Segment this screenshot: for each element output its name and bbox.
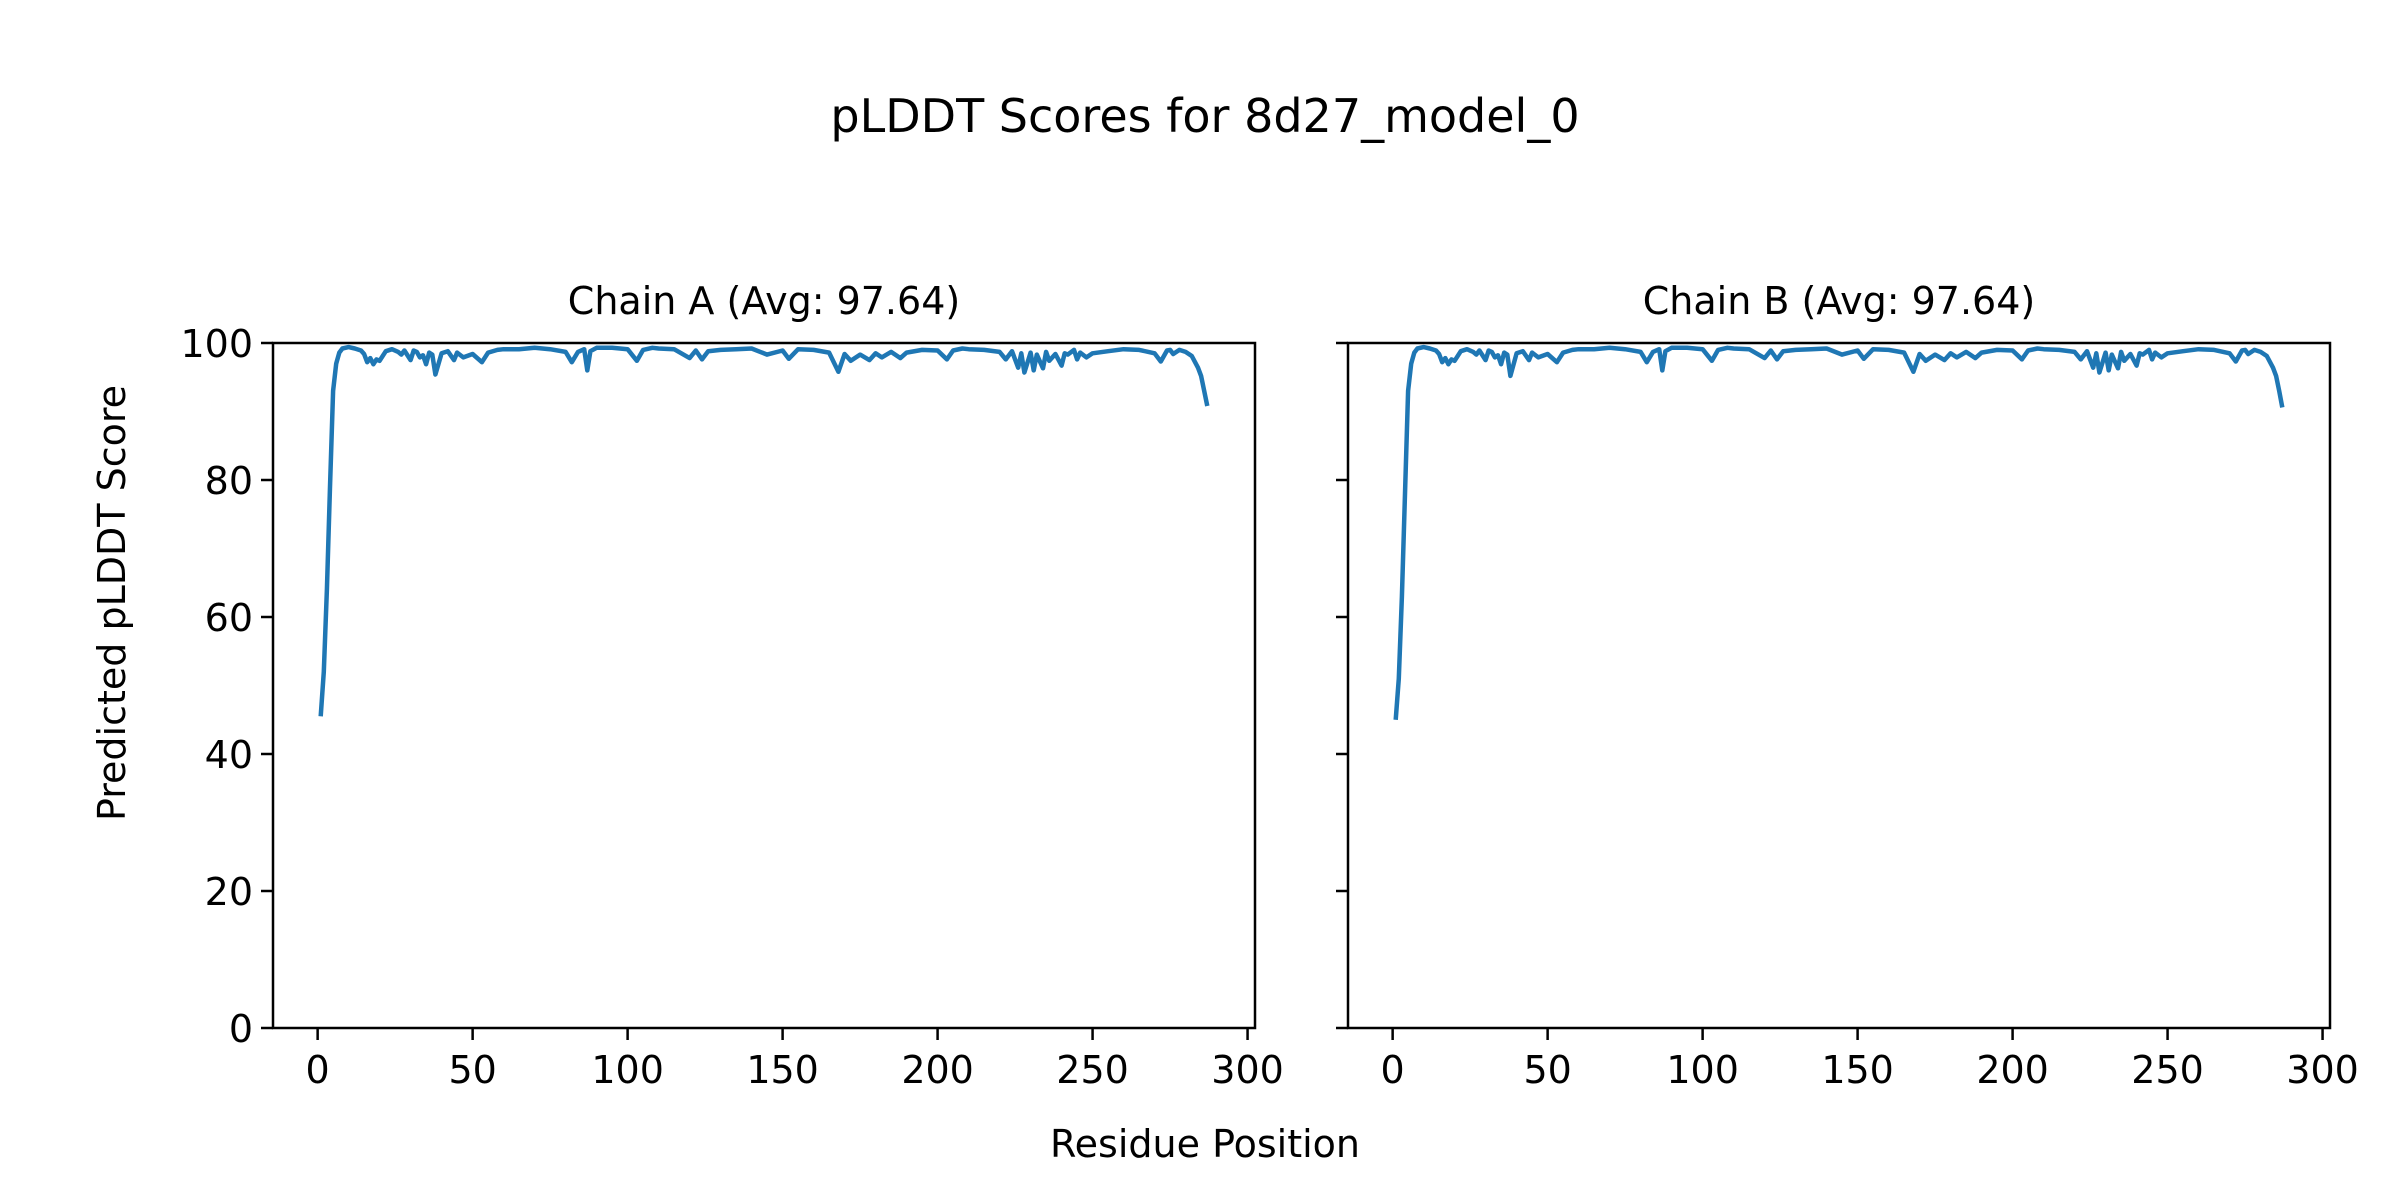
y-tick-label: 40 [205,733,253,777]
series-line-0 [318,344,1210,717]
x-tick-label: 300 [2286,1048,2359,1092]
x-tick-label: 150 [746,1048,819,1092]
figure-title: pLDDT Scores for 8d27_model_0 [830,89,1579,143]
x-tick-label: 250 [2131,1048,2204,1092]
chart-panel-chain-a: Chain A (Avg: 97.64) 0 50 100 150 200 250 300 0… [180,279,1283,1092]
x-tick-label: 100 [1666,1048,1739,1092]
x-tick-label: 300 [1211,1048,1284,1092]
x-tick-label: 0 [1381,1048,1405,1092]
x-tick-label: 200 [901,1048,974,1092]
plot-frame [1346,341,2332,1030]
x-tick-label: 250 [1056,1048,1129,1092]
y-tick-label: 100 [180,322,253,366]
panel-title: Chain B (Avg: 97.64) [1643,279,2035,323]
x-tick-label: 150 [1821,1048,1894,1092]
x-axis-label: Residue Position [1050,1122,1360,1166]
series-line-0 [1393,344,2285,720]
y-tick-label: 20 [205,870,253,914]
y-tick-label: 0 [229,1007,253,1051]
x-tick-label: 200 [1976,1048,2049,1092]
y-axis-label: Predicted pLDDT Score [90,385,134,821]
x-tick-label: 50 [1523,1048,1571,1092]
x-tick-label: 0 [306,1048,330,1092]
y-tick-label: 60 [205,596,253,640]
x-tick-label: 100 [591,1048,664,1092]
panel-title: Chain A (Avg: 97.64) [568,279,960,323]
x-tick-label: 50 [448,1048,496,1092]
y-tick-label: 80 [205,459,253,503]
chart-panel-chain-b: Chain B (Avg: 97.64) 0 50 100 150 200 250 300 [1336,279,2359,1092]
plot-frame [271,341,1257,1030]
